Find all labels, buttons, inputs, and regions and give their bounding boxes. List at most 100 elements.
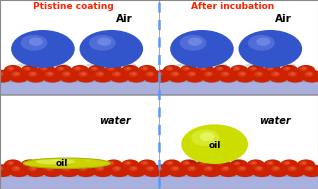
Circle shape [76, 67, 80, 70]
Circle shape [234, 70, 256, 83]
Circle shape [268, 70, 289, 83]
Ellipse shape [181, 169, 196, 170]
Circle shape [7, 161, 14, 165]
FancyBboxPatch shape [0, 174, 159, 189]
Circle shape [168, 162, 172, 164]
Circle shape [81, 72, 86, 75]
Circle shape [240, 72, 245, 75]
Ellipse shape [169, 81, 187, 83]
FancyBboxPatch shape [0, 79, 159, 94]
Ellipse shape [61, 175, 78, 177]
Circle shape [129, 166, 138, 171]
Circle shape [248, 35, 275, 51]
Circle shape [218, 67, 222, 70]
Circle shape [280, 65, 299, 76]
Circle shape [170, 71, 179, 77]
Circle shape [184, 164, 205, 177]
Circle shape [251, 70, 273, 83]
Circle shape [148, 72, 153, 75]
Circle shape [59, 70, 80, 83]
Circle shape [42, 164, 63, 177]
Circle shape [201, 162, 205, 164]
Circle shape [126, 164, 147, 177]
Circle shape [221, 166, 230, 171]
Circle shape [254, 166, 263, 171]
Ellipse shape [270, 175, 287, 177]
Circle shape [180, 35, 206, 51]
Ellipse shape [89, 169, 104, 170]
Circle shape [98, 72, 103, 75]
Ellipse shape [153, 175, 170, 177]
Circle shape [213, 160, 232, 170]
Ellipse shape [36, 159, 75, 164]
Ellipse shape [27, 81, 45, 83]
Ellipse shape [0, 81, 11, 83]
Circle shape [196, 65, 215, 76]
Ellipse shape [111, 81, 128, 83]
Ellipse shape [165, 169, 179, 170]
Circle shape [87, 160, 106, 170]
Circle shape [218, 70, 239, 83]
Circle shape [146, 166, 155, 171]
Circle shape [31, 167, 36, 170]
Circle shape [7, 66, 14, 71]
Circle shape [285, 70, 306, 83]
Text: Ptistine coating: Ptistine coating [33, 2, 114, 11]
Ellipse shape [73, 169, 87, 170]
Circle shape [221, 71, 230, 77]
Circle shape [138, 65, 156, 76]
Ellipse shape [39, 169, 54, 170]
Circle shape [285, 164, 306, 177]
Circle shape [201, 164, 222, 177]
Circle shape [42, 70, 63, 83]
Ellipse shape [287, 81, 304, 83]
Circle shape [28, 71, 37, 77]
Text: Air: Air [116, 14, 132, 24]
Circle shape [92, 164, 114, 177]
Ellipse shape [203, 175, 220, 177]
Ellipse shape [77, 175, 95, 177]
Circle shape [75, 164, 97, 177]
Circle shape [256, 38, 270, 46]
Circle shape [150, 164, 172, 177]
Circle shape [37, 65, 56, 76]
Circle shape [143, 67, 147, 70]
Circle shape [291, 167, 295, 170]
Circle shape [173, 72, 178, 75]
Circle shape [107, 66, 115, 71]
Circle shape [59, 162, 63, 164]
Circle shape [4, 160, 22, 170]
Circle shape [21, 160, 39, 170]
Circle shape [26, 162, 30, 164]
Circle shape [251, 164, 273, 177]
Ellipse shape [17, 62, 68, 68]
Circle shape [146, 71, 155, 77]
Ellipse shape [94, 175, 111, 177]
Ellipse shape [56, 74, 71, 76]
Circle shape [190, 72, 195, 75]
Circle shape [156, 72, 161, 75]
Ellipse shape [303, 175, 318, 177]
Circle shape [204, 166, 213, 171]
Circle shape [132, 72, 136, 75]
Ellipse shape [287, 175, 304, 177]
Circle shape [268, 162, 273, 164]
Circle shape [187, 166, 196, 171]
Circle shape [11, 71, 20, 77]
Circle shape [0, 70, 13, 83]
Circle shape [301, 70, 318, 83]
Circle shape [190, 167, 195, 170]
FancyBboxPatch shape [159, 174, 318, 189]
Circle shape [90, 66, 98, 71]
Circle shape [235, 162, 239, 164]
Ellipse shape [203, 81, 220, 83]
Circle shape [154, 166, 163, 171]
Circle shape [65, 72, 69, 75]
Circle shape [0, 166, 4, 171]
Ellipse shape [198, 74, 213, 76]
Circle shape [89, 35, 116, 51]
Circle shape [191, 129, 219, 146]
Ellipse shape [282, 74, 297, 76]
Ellipse shape [73, 74, 87, 76]
Circle shape [216, 161, 224, 165]
